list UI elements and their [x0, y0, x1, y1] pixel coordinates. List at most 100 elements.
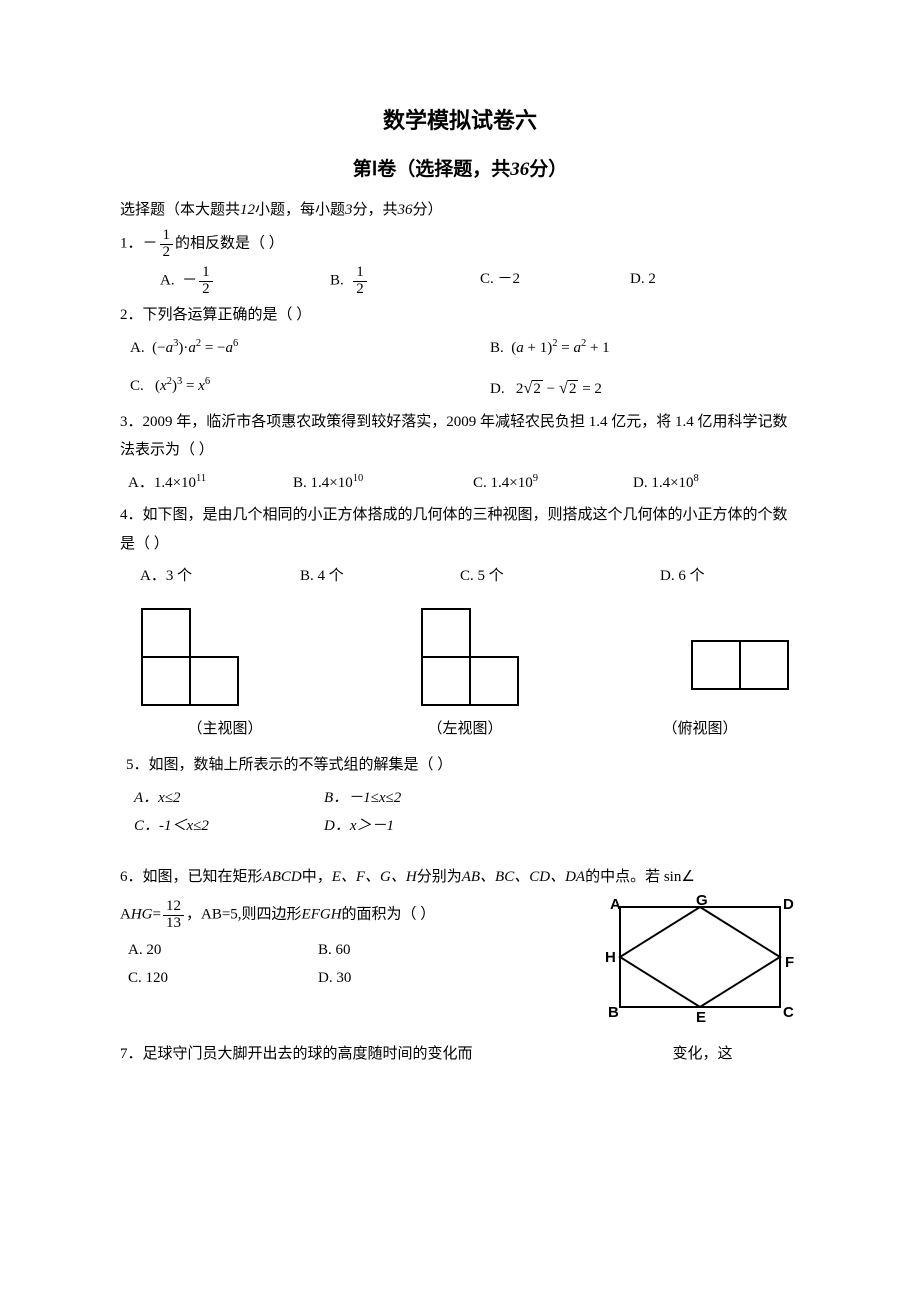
fn: 1 — [199, 265, 213, 282]
q6-figure: A D B C G E H F — [600, 895, 800, 1036]
lbl-A: A — [610, 896, 621, 913]
fn: 1 — [353, 265, 367, 282]
instr-mid2: 分，共 — [353, 202, 398, 218]
q6-pre: 如图，已知在矩形 — [143, 869, 263, 885]
q3-options: A．1.4×1011 B. 1.4×1010 C. 1.4×109 D. 1.4… — [120, 469, 800, 498]
q7-stem-after: 变化，这 — [673, 1040, 733, 1069]
q6-number: 6． — [120, 869, 143, 885]
q6-eq: = — [153, 907, 161, 923]
q6-frac: 1213 — [163, 899, 184, 932]
instructions: 选择题（本大题共12小题，每小题3分，共36分） — [120, 196, 800, 225]
subtitle-post: 分） — [529, 159, 567, 180]
q2-option-a: A. (−a3)·a2 = −a6 — [130, 334, 490, 363]
q1-frac-num: 1 — [160, 228, 174, 245]
question-6-line1: 6．如图，已知在矩形ABCD中，E、F、G、H分别为AB、BC、CD、DA的中点… — [120, 863, 800, 892]
fd: 2 — [199, 282, 213, 298]
e: 9 — [533, 473, 538, 484]
q1-neg: － — [143, 236, 158, 252]
question-6-body: AHG=1213，AB=5,则四边形EFGH的面积为（ ） A. 20 B. 6… — [120, 895, 800, 1036]
question-2: 2．下列各运算正确的是（ ） — [120, 301, 800, 330]
q3-stem: 2009 年，临沂市各项惠农政策得到较好落实，2009 年减轻农民负担 1.4 … — [120, 414, 788, 459]
left-view-svg — [400, 601, 540, 711]
label-left: （左视图） — [350, 715, 580, 744]
opt-label: A. — [160, 273, 175, 289]
lbl-B: B — [608, 1004, 619, 1021]
opt-label: B. — [490, 340, 504, 356]
q6-line2: AHG=1213，AB=5,则四边形EFGH的面积为（ ） — [120, 899, 584, 932]
q1-number: 1． — [120, 236, 143, 252]
question-5: 5．如图，数轴上所表示的不等式组的解集是（ ） — [120, 751, 800, 780]
q2-option-d: D. 2√2 − √2 = 2 — [490, 372, 602, 404]
q4-view-labels: （主视图） （左视图） （俯视图） — [120, 715, 800, 744]
q3-number: 3． — [120, 414, 143, 430]
q4-option-c: C. 5 个 — [460, 562, 660, 591]
question-4: 4．如下图，是由几个相同的小正方体搭成的几何体的三种视图，则搭成这个几何体的小正… — [120, 501, 800, 558]
instr-mid1: 小题，每小题 — [255, 202, 345, 218]
q2d-math: 2√2 − √2 = 2 — [516, 381, 602, 397]
opt-label: B. — [330, 273, 344, 289]
q6-option-c: C. 120 — [128, 964, 318, 993]
q6-m3: 的中点。若 sin∠ — [585, 869, 695, 885]
t: C. 1.4×10 — [473, 475, 533, 491]
q3-option-c: C. 1.4×109 — [473, 469, 633, 498]
q1-option-b: B. 12 — [330, 265, 480, 298]
q5-number: 5． — [126, 757, 149, 773]
q4-option-d: D. 6 个 — [660, 562, 705, 591]
q7-number: 7． — [120, 1046, 143, 1062]
q6-option-a: A. 20 — [128, 936, 318, 965]
instr-pre: 选择题（本大题共 — [120, 202, 240, 218]
q6-options-row1: A. 20 B. 60 — [120, 936, 584, 965]
q6-sides: AB、BC、CD、DA — [462, 869, 585, 885]
q6-efgh-list: E、F、G、H — [332, 869, 417, 885]
q6-svg: A D B C G E H F — [600, 895, 800, 1025]
q1-frac-den: 2 — [160, 245, 174, 261]
q4-option-b: B. 4 个 — [300, 562, 460, 591]
q1-option-c: C. －2 — [480, 265, 630, 298]
instr-per: 3 — [345, 202, 353, 218]
q4-number: 4． — [120, 507, 143, 523]
q4-options: A．3 个 B. 4 个 C. 5 个 D. 6 个 — [120, 562, 800, 591]
fd: 2 — [353, 282, 367, 298]
q2c-math: (x2)3 = x6 — [155, 378, 210, 394]
q1-fraction: 12 — [160, 228, 174, 261]
opt-frac: 12 — [353, 265, 367, 298]
q4-stem: 如下图，是由几个相同的小正方体搭成的几何体的三种视图，则搭成这个几何体的小正方体… — [120, 507, 788, 552]
q6-post: 的面积为（ ） — [342, 907, 436, 923]
q3-option-d: D. 1.4×108 — [633, 469, 699, 498]
opt-neg: － — [182, 273, 197, 289]
instr-count: 12 — [240, 202, 255, 218]
front-view-svg — [120, 601, 260, 711]
opt-label: C. — [130, 378, 144, 394]
t: B. 1.4×10 — [293, 475, 353, 491]
question-1: 1．－12的相反数是（ ） — [120, 228, 800, 261]
fd: 13 — [163, 916, 184, 932]
question-3: 3．2009 年，临沂市各项惠农政策得到较好落实，2009 年减轻农民负担 1.… — [120, 408, 800, 465]
q1-option-a: A. －12 — [160, 265, 330, 298]
top-view-svg — [680, 601, 800, 711]
q6-m1: 中， — [302, 869, 332, 885]
q2a-math: (−a3)·a2 = −a6 — [152, 340, 238, 356]
lbl-G: G — [696, 895, 708, 909]
q6-option-b: B. 60 — [318, 936, 351, 965]
opt-label: D. — [490, 381, 505, 397]
lbl-F: F — [785, 954, 794, 971]
q1-option-d: D. 2 — [630, 265, 730, 298]
lbl-D: D — [783, 896, 794, 913]
q6-abcd: ABCD — [263, 869, 302, 885]
label-top: （俯视图） — [600, 715, 800, 744]
q4-option-a: A．3 个 — [140, 562, 300, 591]
lbl-H: H — [605, 949, 616, 966]
q2-option-b: B. (a + 1)2 = a2 + 1 — [490, 334, 610, 363]
q6-option-d: D. 30 — [318, 964, 351, 993]
lbl-C: C — [783, 1004, 794, 1021]
question-7: 7．足球守门员大脚开出去的球的高度随时间的变化而 变化，这 — [120, 1040, 800, 1069]
q6-left-col: AHG=1213，AB=5,则四边形EFGH的面积为（ ） A. 20 B. 6… — [120, 895, 584, 993]
q6-options-row2: C. 120 D. 30 — [120, 964, 584, 993]
instr-post: 分） — [413, 202, 443, 218]
t: D. 1.4×10 — [633, 475, 694, 491]
subtitle-pre: 第Ⅰ卷（选择题，共 — [353, 159, 511, 180]
e: 11 — [196, 473, 206, 484]
q2-options: A. (−a3)·a2 = −a6 B. (a + 1)2 = a2 + 1 C… — [120, 334, 800, 404]
e: 8 — [694, 473, 699, 484]
section-subtitle: 第Ⅰ卷（选择题，共36分） — [120, 152, 800, 188]
